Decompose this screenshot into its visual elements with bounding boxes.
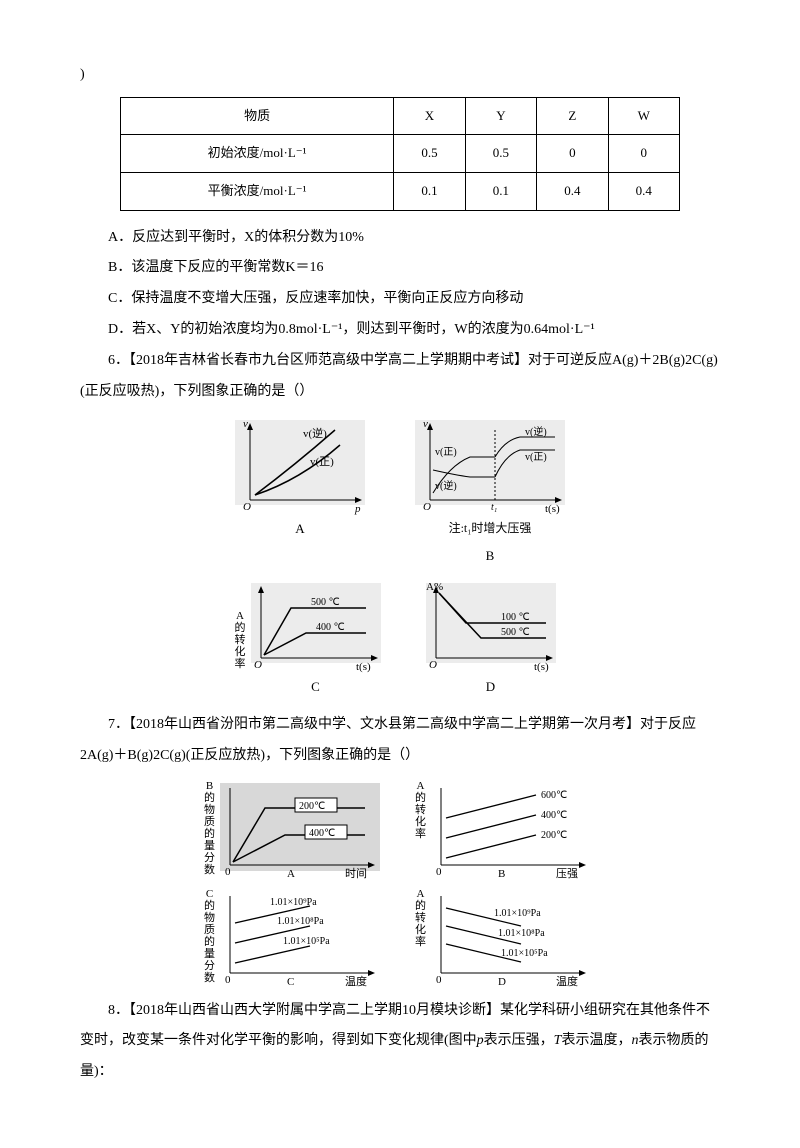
svg-text:t(s): t(s) [534,661,549,673]
q7-row1: B 的 物 质 的 量 分 数 200℃ 400℃ 0 A 时间 A 的 转 化… [80,780,720,880]
svg-text:v: v [423,418,428,430]
svg-text:500 ℃: 500 ℃ [501,627,530,638]
svg-text:p: p [354,503,361,515]
label-a: A [225,515,375,544]
svg-text:500 ℃: 500 ℃ [311,597,340,608]
svg-text:200℃: 200℃ [541,830,567,841]
svg-text:1.01×10⁹Pa: 1.01×10⁹Pa [270,897,317,908]
svg-text:0: 0 [225,974,231,986]
col-header: 物质 [121,97,394,135]
svg-text:v(正): v(正) [310,456,334,468]
svg-text:100 ℃: 100 ℃ [501,612,530,623]
col-header: X [394,97,465,135]
svg-text:C: C [287,976,294,988]
svg-text:A: A [287,868,295,880]
svg-text:1.01×10⁹Pa: 1.01×10⁹Pa [494,908,541,919]
svg-text:B: B [498,868,505,880]
svg-text:t(s): t(s) [356,661,371,673]
svg-text:1.01×10⁵Pa: 1.01×10⁵Pa [283,936,330,947]
svg-text:0: 0 [225,866,231,878]
q6-row2: A 的 转 化 率 500 ℃ 400 ℃ O t(s) C A% [80,578,720,702]
svg-text:0: 0 [436,866,442,878]
svg-text:v(逆): v(逆) [303,426,327,440]
svg-text:v(逆): v(逆) [525,425,547,438]
svg-text:1.01×10⁸Pa: 1.01×10⁸Pa [277,916,324,927]
table-cell: 初始浓度/mol·L⁻¹ [121,135,394,173]
table-row: 初始浓度/mol·L⁻¹ 0.5 0.5 0 0 [121,135,680,173]
svg-text:压强: 压强 [556,867,578,880]
q7-row2: C 的 物 质 的 量 分 数 1.01×10⁹Pa 1.01×10⁸Pa 1.… [80,888,720,988]
svg-text:0: 0 [436,974,442,986]
q6-row1: v v(逆) v(正) O p A v v(正) v(逆) v(逆) v(正) … [80,415,720,570]
label-d: D [416,673,566,702]
svg-text:温度: 温度 [345,974,367,988]
y-label: A 的 转 化 率 [415,888,426,948]
q7-chart-a: 200℃ 400℃ 0 A 时间 [215,780,385,880]
svg-text:400℃: 400℃ [541,810,567,821]
svg-text:温度: 温度 [556,974,578,988]
svg-text:600℃: 600℃ [541,790,567,801]
question-8: 8．【2018年山西省山西大学附属中学高二上学期10月模块诊断】某化学科研小组研… [80,996,720,1088]
svg-text:400℃: 400℃ [309,828,335,839]
lead-paren: ) [80,60,720,91]
svg-text:t₁: t₁ [491,502,497,513]
svg-text:v(正): v(正) [525,452,547,463]
svg-text:O: O [254,659,262,671]
table-cell: 0.5 [465,135,536,173]
label-c: C [246,673,386,702]
table-cell: 0 [608,135,679,173]
svg-text:D: D [498,976,506,988]
q6-chart-c: 500 ℃ 400 ℃ O t(s) [246,578,386,673]
table-cell: 0.4 [537,172,608,210]
y-label: C 的 物 质 的 量 分 数 [204,888,215,985]
note-b: 注:t₁时增大压强 [405,515,575,541]
table-cell: 0 [537,135,608,173]
svg-text:400 ℃: 400 ℃ [316,622,345,633]
svg-text:1.01×10⁸Pa: 1.01×10⁸Pa [498,928,545,939]
question-6: 6．【2018年吉林省长春市九台区师范高级中学高二上学期期中考试】对于可逆反应A… [80,346,720,408]
y-label: A 的 转 化 率 [415,780,426,840]
concentration-table: 物质 X Y Z W 初始浓度/mol·L⁻¹ 0.5 0.5 0 0 平衡浓度… [120,97,680,211]
col-header: W [608,97,679,135]
table-cell: 0.1 [394,172,465,210]
table-cell: 0.1 [465,172,536,210]
table-row: 平衡浓度/mol·L⁻¹ 0.1 0.1 0.4 0.4 [121,172,680,210]
q6-chart-b: v v(正) v(逆) v(逆) v(正) O t₁ t(s) [405,415,575,515]
q7-chart-b: 600℃ 400℃ 200℃ 0 B 压强 [426,780,596,880]
col-header: Y [465,97,536,135]
svg-text:A%: A% [426,581,443,593]
option-c: C．保持温度不变增大压强，反应速率加快，平衡向正反应方向移动 [80,284,720,315]
svg-text:1.01×10⁵Pa: 1.01×10⁵Pa [501,948,548,959]
svg-text:时间: 时间 [345,867,367,880]
table-cell: 0.5 [394,135,465,173]
option-d: D．若X、Y的初始浓度均为0.8mol·L⁻¹，则达到平衡时，W的浓度为0.64… [80,315,720,346]
q7-chart-c: 1.01×10⁹Pa 1.01×10⁸Pa 1.01×10⁵Pa 0 C 温度 [215,888,385,988]
svg-text:O: O [429,659,437,671]
svg-text:O: O [243,501,251,513]
y-label: A 的 转 化 率 [235,610,246,670]
svg-text:O: O [423,501,431,513]
table-cell: 平衡浓度/mol·L⁻¹ [121,172,394,210]
svg-text:t(s): t(s) [545,503,560,515]
table-row: 物质 X Y Z W [121,97,680,135]
svg-text:v(正): v(正) [435,447,457,458]
y-label: B 的 物 质 的 量 分 数 [204,780,215,877]
table-cell: 0.4 [608,172,679,210]
option-a: A．反应达到平衡时，X的体积分数为10% [80,223,720,254]
q6-chart-a: v v(逆) v(正) O p [225,415,375,515]
option-b: B．该温度下反应的平衡常数K＝16 [80,253,720,284]
label-b: B [405,542,575,571]
svg-text:v: v [243,418,248,430]
svg-text:200℃: 200℃ [299,801,325,812]
q7-chart-d: 1.01×10⁹Pa 1.01×10⁸Pa 1.01×10⁵Pa 0 D 温度 [426,888,596,988]
svg-text:v(逆): v(逆) [435,479,457,492]
q6-chart-d: A% 100 ℃ 500 ℃ O t(s) [416,578,566,673]
question-7: 7．【2018年山西省汾阳市第二高级中学、文水县第二高级中学高二上学期第一次月考… [80,710,720,772]
col-header: Z [537,97,608,135]
